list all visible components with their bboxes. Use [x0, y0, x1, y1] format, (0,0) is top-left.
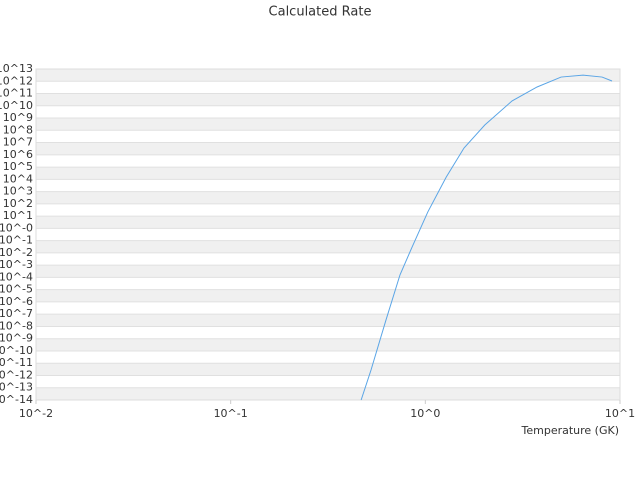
y-tick-label: 10^8 [3, 123, 33, 136]
chart-title: Calculated Rate [269, 5, 372, 20]
y-tick-label: 10^-8 [0, 319, 33, 332]
y-tick-label: 10^12 [0, 74, 33, 87]
grid-band [36, 289, 620, 302]
grid-band [36, 338, 620, 351]
y-tick-label: 10^-7 [0, 307, 33, 320]
y-tick-label: 10^-3 [0, 258, 33, 271]
y-tick-label: 10^-11 [0, 356, 33, 369]
x-tick-label: 10^-2 [19, 407, 53, 420]
y-tick-label: 10^9 [3, 111, 33, 124]
plot-border [35, 68, 621, 401]
y-tick-label: 10^11 [0, 87, 33, 100]
plot-background [36, 69, 620, 400]
y-tick-label: 10^4 [3, 172, 33, 185]
grid-band [36, 240, 620, 253]
y-tick-label: 10^6 [3, 148, 33, 161]
y-tick-label: 10^10 [0, 99, 33, 112]
y-tick-label: 10^7 [3, 136, 33, 149]
y-tick-label: 10^-12 [0, 368, 33, 381]
y-tick-label: 10^-5 [0, 283, 33, 296]
grid-band [36, 69, 620, 82]
grid-band [36, 118, 620, 131]
y-tick-label: 10^-10 [0, 344, 33, 357]
grid-band [36, 167, 620, 180]
x-tick-label: 10^1 [605, 407, 635, 420]
x-axis-label: Temperature (GK) [521, 424, 620, 437]
y-tick-label: 10^-14 [0, 393, 33, 406]
y-tick-label: 10^13 [0, 62, 33, 75]
y-tick-label: 10^3 [3, 185, 33, 198]
x-tick-label: 10^0 [410, 407, 440, 420]
y-tick-label: 10^2 [3, 197, 33, 210]
y-tick-label: 10^-9 [0, 332, 33, 345]
x-tick-label: 10^-1 [214, 407, 248, 420]
grid-band [36, 191, 620, 204]
y-tick-label: 10^-4 [0, 270, 33, 283]
data-line [360, 74, 613, 401]
y-tick-label: 10^-13 [0, 381, 33, 394]
y-tick-label: 10^-1 [0, 234, 33, 247]
y-tick-label: 10^-2 [0, 246, 33, 259]
grid-band [36, 93, 620, 106]
grid-band [36, 216, 620, 229]
grid-band [36, 265, 620, 278]
y-tick-label: 10^1 [3, 209, 33, 222]
grid-band [36, 314, 620, 327]
grid-band [36, 142, 620, 155]
grid-band [36, 363, 620, 376]
y-tick-label: 10^-0 [0, 221, 33, 234]
grid-band [36, 387, 620, 400]
y-tick-label: 10^-6 [0, 295, 33, 308]
y-tick-label: 10^5 [3, 160, 33, 173]
